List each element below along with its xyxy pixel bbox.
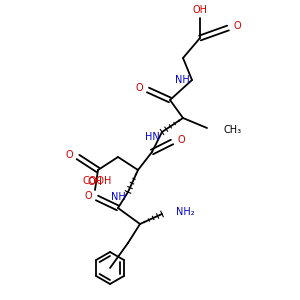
Text: COOH: COOH (82, 176, 112, 186)
Text: NH: NH (111, 192, 126, 202)
Text: O: O (135, 83, 143, 93)
Text: NH: NH (175, 75, 190, 85)
Text: CH₃: CH₃ (223, 125, 241, 135)
Text: O: O (84, 191, 92, 201)
Text: HN: HN (145, 132, 160, 142)
Text: O: O (233, 21, 241, 31)
Text: OH: OH (193, 5, 208, 15)
Text: O: O (177, 135, 185, 145)
Text: O: O (65, 150, 73, 160)
Text: OH: OH (88, 177, 103, 187)
Text: NH₂: NH₂ (176, 207, 195, 217)
